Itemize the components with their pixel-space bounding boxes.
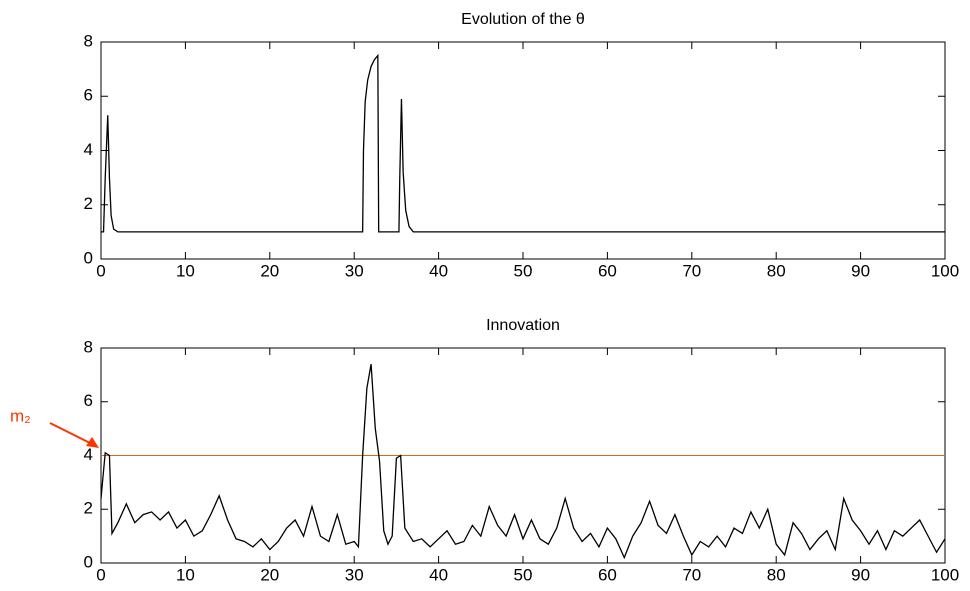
x-tick-label: 100 xyxy=(931,565,959,584)
x-tick-label: 70 xyxy=(682,565,701,584)
x-tick-label: 90 xyxy=(851,261,870,280)
x-tick-label: 10 xyxy=(176,261,195,280)
annotation-arrow xyxy=(49,422,93,445)
data-line xyxy=(100,364,946,560)
x-tick-label: 0 xyxy=(96,261,105,280)
y-tick-label: 2 xyxy=(84,499,93,518)
chart-title: Evolution of the θ xyxy=(461,11,585,28)
x-tick-label: 50 xyxy=(514,565,533,584)
x-tick-label: 80 xyxy=(767,565,786,584)
x-tick-label: 30 xyxy=(345,565,364,584)
y-tick-label: 0 xyxy=(84,248,93,267)
x-tick-label: 10 xyxy=(176,565,195,584)
y-tick-label: 4 xyxy=(84,140,93,159)
x-tick-label: 80 xyxy=(767,261,786,280)
arrow-head xyxy=(86,437,99,448)
data-line xyxy=(101,53,945,233)
x-tick-label: 60 xyxy=(598,565,617,584)
x-tick-label: 100 xyxy=(931,261,959,280)
x-tick-label: 30 xyxy=(345,261,364,280)
x-tick-label: 20 xyxy=(260,565,279,584)
x-tick-label: 70 xyxy=(682,261,701,280)
y-tick-label: 6 xyxy=(84,86,93,105)
y-tick-label: 2 xyxy=(84,194,93,213)
y-tick-label: 0 xyxy=(84,552,93,571)
x-tick-label: 20 xyxy=(260,261,279,280)
annotation: m₂ xyxy=(10,406,31,425)
x-tick-label: 60 xyxy=(598,261,617,280)
y-tick-label: 8 xyxy=(84,31,93,50)
x-tick-label: 40 xyxy=(429,261,448,280)
axes-box xyxy=(100,41,946,260)
y-tick-label: 8 xyxy=(84,337,93,356)
chart-title: Innovation xyxy=(486,317,560,334)
x-tick-label: 0 xyxy=(96,565,105,584)
x-tick-label: 40 xyxy=(429,565,448,584)
y-tick-label: 6 xyxy=(84,391,93,410)
x-tick-label: 90 xyxy=(851,565,870,584)
y-tick-label: 4 xyxy=(84,445,93,464)
x-tick-label: 50 xyxy=(514,261,533,280)
